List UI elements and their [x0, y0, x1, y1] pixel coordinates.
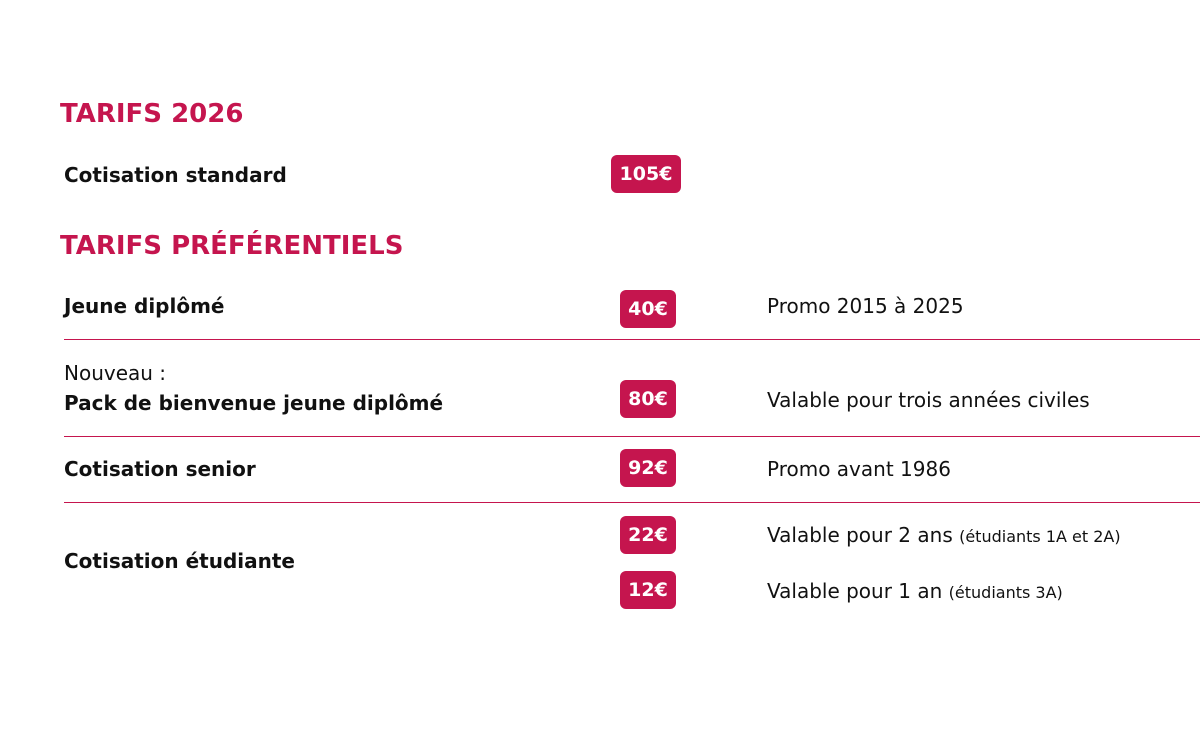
divider: [64, 436, 1200, 437]
row-prefix: Nouveau :: [64, 361, 167, 385]
row-label: Cotisation étudiante: [64, 549, 295, 573]
section-title: TARIFS PRÉFÉRENTIELS: [60, 231, 404, 261]
divider: [64, 339, 1200, 340]
row-label: Pack de bienvenue jeune diplômé: [64, 391, 444, 415]
section-title: TARIFS 2026: [60, 99, 244, 129]
row-note: Valable pour 1 an (étudiants 3A): [767, 579, 1063, 603]
price-badge: 105€: [611, 155, 681, 193]
price-badge: 12€: [620, 571, 676, 609]
row-note: Promo avant 1986: [767, 457, 951, 481]
note-text: Valable pour 1 an: [767, 579, 943, 603]
row-label: Jeune diplômé: [64, 294, 225, 318]
row-note: Valable pour 2 ans (étudiants 1A et 2A): [767, 523, 1121, 547]
price-badge: 92€: [620, 449, 676, 487]
row-note: Valable pour trois années civiles: [767, 388, 1090, 412]
price-badge: 80€: [620, 380, 676, 418]
price-badge: 40€: [620, 290, 676, 328]
price-badge: 22€: [620, 516, 676, 554]
row-label: Cotisation standard: [64, 163, 287, 187]
row-note: Promo 2015 à 2025: [767, 294, 964, 318]
note-detail: (étudiants 3A): [948, 583, 1063, 602]
note-detail: (étudiants 1A et 2A): [959, 527, 1121, 546]
row-label: Cotisation senior: [64, 457, 256, 481]
divider: [64, 502, 1200, 503]
note-text: Valable pour 2 ans: [767, 523, 953, 547]
